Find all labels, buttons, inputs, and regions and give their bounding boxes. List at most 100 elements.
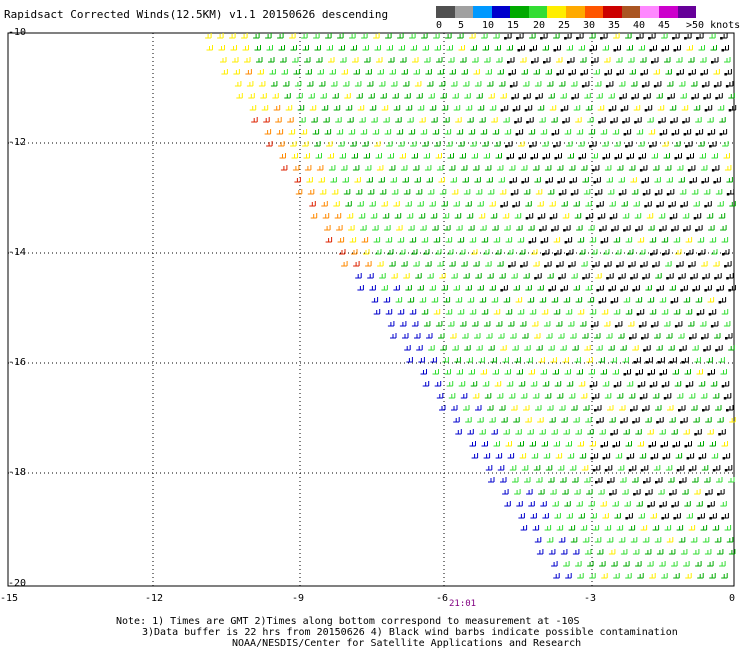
wind-barb — [569, 465, 577, 471]
wind-barb — [394, 213, 402, 219]
contamination-dot — [669, 361, 672, 364]
wind-barb — [443, 297, 451, 303]
wind-barb — [373, 237, 381, 243]
wind-barb — [709, 237, 717, 243]
wind-barb — [612, 369, 619, 375]
contamination-dot — [510, 193, 514, 196]
wind-barb — [384, 225, 391, 231]
contamination-dot — [688, 265, 691, 268]
wind-barb — [448, 393, 456, 399]
wind-barb — [600, 501, 607, 507]
contamination-dot — [643, 481, 646, 484]
contamination-dot — [604, 265, 607, 268]
wind-barb — [625, 573, 632, 579]
contamination-dot — [714, 277, 717, 280]
wind-barb — [599, 561, 606, 567]
wind-barb — [701, 465, 709, 471]
contamination-dot — [596, 421, 599, 424]
wind-barb — [523, 189, 531, 195]
wind-barb — [324, 225, 331, 231]
wind-barb — [580, 525, 588, 531]
lon-label-3: -3 — [584, 593, 597, 604]
wind-barb — [385, 309, 393, 315]
wind-barb — [431, 117, 438, 123]
wind-barb — [593, 69, 600, 75]
wind-barb — [292, 57, 299, 63]
wind-barb — [596, 93, 603, 99]
contamination-dot — [529, 49, 532, 52]
wind-barb — [479, 117, 486, 123]
wind-barb — [313, 33, 320, 39]
wind-barb — [580, 57, 587, 63]
wind-barb — [697, 237, 705, 243]
wind-barb — [588, 501, 595, 507]
wind-barb — [533, 465, 541, 471]
contamination-dot — [684, 445, 687, 448]
wind-barb — [596, 549, 604, 555]
wind-barb — [723, 321, 731, 327]
wind-barb — [530, 381, 538, 387]
wind-barb — [445, 33, 452, 39]
note-line-2: 3)Data buffer is 22 hrs from 20150626 4)… — [142, 627, 678, 638]
wind-barb — [442, 213, 450, 219]
wind-barb — [649, 309, 657, 315]
wind-barb — [381, 285, 388, 291]
wind-barb — [375, 153, 382, 159]
wind-barb — [537, 285, 544, 291]
wind-barb — [489, 285, 496, 291]
wind-barb — [424, 165, 432, 171]
wind-barb — [380, 93, 387, 99]
wind-barb — [384, 129, 392, 135]
wind-barb — [470, 45, 477, 51]
wind-barb — [574, 213, 582, 219]
wind-barb — [572, 549, 580, 555]
contamination-dot — [529, 145, 532, 148]
wind-barb — [425, 69, 432, 75]
wind-barb — [453, 105, 461, 111]
wind-barb — [661, 573, 668, 579]
wind-barb — [514, 213, 522, 219]
contamination-dot — [661, 385, 665, 388]
wind-barb — [648, 225, 655, 231]
contamination-dot — [703, 97, 706, 100]
wind-barb — [675, 453, 683, 459]
wind-barb — [720, 501, 727, 507]
wind-barb — [462, 81, 470, 87]
wind-barb — [680, 93, 687, 99]
contamination-dot — [688, 73, 691, 76]
wind-barb — [566, 381, 574, 387]
wind-barb — [393, 285, 400, 291]
wind-barb — [440, 93, 447, 99]
wind-barb — [477, 285, 484, 291]
wind-barb — [336, 129, 344, 135]
contamination-dot — [544, 265, 547, 268]
wind-barb — [656, 549, 664, 555]
wind-barb — [459, 321, 467, 327]
contamination-dot — [629, 337, 632, 340]
wind-barb — [528, 369, 535, 375]
contamination-dot — [722, 253, 725, 256]
wind-barb — [721, 441, 728, 447]
wind-barb — [465, 285, 472, 291]
wind-barb — [483, 321, 491, 327]
colorbar-segment-1 — [454, 6, 474, 18]
wind-barb — [636, 501, 643, 507]
wind-barb — [399, 321, 407, 327]
contamination-dot — [670, 301, 674, 304]
wind-barb — [351, 153, 358, 159]
wind-barb — [241, 33, 248, 39]
contamination-dot — [516, 37, 519, 40]
wind-barb — [574, 357, 581, 363]
wind-barb — [448, 57, 455, 63]
wind-barb — [716, 549, 724, 555]
wind-barb — [378, 177, 385, 183]
wind-barb — [602, 513, 609, 519]
wind-barb — [495, 153, 502, 159]
contamination-dot — [604, 469, 608, 472]
contamination-dot — [570, 193, 574, 196]
contamination-dot — [591, 397, 595, 400]
wind-barb — [371, 297, 379, 303]
wind-barb — [620, 549, 628, 555]
contamination-dot — [590, 457, 594, 460]
wind-barb — [589, 33, 596, 39]
